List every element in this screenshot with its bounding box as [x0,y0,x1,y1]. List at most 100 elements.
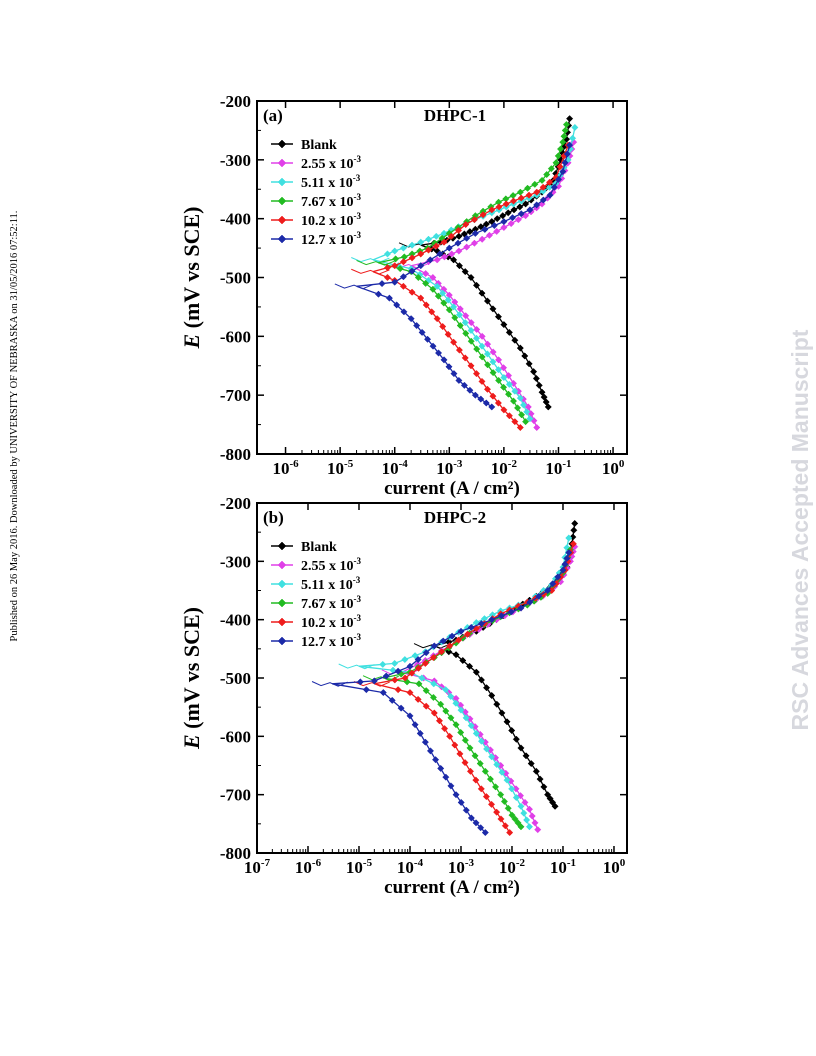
data-point [421,659,429,667]
data-point [523,816,531,824]
data-point [550,183,558,191]
legend-label-exponent: -3 [354,556,362,566]
data-point [397,704,405,712]
data-point [440,299,448,307]
data-point [524,184,532,192]
data-point [466,662,474,670]
x-tick-label: 100 [602,458,625,478]
data-point [516,344,524,352]
data-point [526,206,534,214]
series-7-67 [356,120,571,426]
data-point [505,328,513,336]
legend-label: 2.55 x 10-3 [301,154,361,172]
data-point [500,373,508,382]
data-point [556,163,564,171]
data-point [462,714,470,722]
y-tick-label: -300 [220,151,251,170]
legend-swatch-marker [277,636,287,646]
data-point [539,183,547,191]
y-axis-label-symbol: E [179,334,204,350]
data-point [525,823,534,831]
series-noise-12-7 [334,283,374,290]
data-point [488,691,496,700]
series-noise-7-67 [356,259,395,266]
panel-label: (a) [263,106,283,125]
x-tick-label: 10-2 [491,458,518,478]
data-point [422,649,430,657]
data-point [472,729,480,737]
data-point [521,798,529,806]
data-point [554,573,562,581]
x-tick-label: 10-5 [346,857,373,877]
data-point [461,268,469,276]
data-point [543,170,551,179]
data-point [411,652,419,660]
data-point [512,794,520,802]
data-point [507,608,515,616]
data-point [429,693,438,701]
data-point [502,200,510,208]
data-point [439,637,447,645]
data-point [391,676,399,684]
data-point [566,141,574,149]
data-point [484,340,492,348]
y-axis-label-symbol: E [179,734,204,750]
data-point [500,223,508,232]
data-point [378,280,386,288]
series-12-7 [334,141,574,411]
data-point [522,752,530,760]
data-point [459,656,467,665]
data-point [432,232,440,240]
data-point [486,775,494,783]
data-point [517,604,525,612]
data-point [379,660,387,668]
data-point [399,244,407,252]
data-point [527,760,535,768]
data-point [488,403,496,411]
data-point [467,319,475,327]
data-point [406,662,414,670]
data-point [489,369,497,377]
x-tick-label: 100 [603,857,626,877]
data-point [526,598,534,606]
data-point [482,793,490,801]
data-point [445,648,453,656]
data-point [452,791,460,799]
data-point [571,123,579,132]
y-tick-label: -700 [220,386,251,405]
series-noise-10-2 [351,268,390,275]
data-point [413,321,421,330]
data-point [563,554,571,562]
data-point [534,826,542,834]
data-point [530,368,538,376]
data-point [539,187,547,195]
data-point [532,767,540,775]
data-point [391,247,399,255]
data-point [471,229,479,237]
data-point [461,736,469,744]
data-point [417,238,425,246]
data-point [440,238,448,246]
data-point [493,808,501,816]
legend-label-exponent: -3 [354,613,362,623]
data-point [523,408,531,416]
x-tick-label: 10-4 [382,458,409,478]
data-point [467,326,475,335]
data-point [457,627,465,635]
legend-label: 5.11 x 10-3 [301,575,361,593]
data-point [467,623,475,631]
x-tick-exponent: 0 [619,458,625,470]
y-tick-label: -300 [220,552,251,571]
x-tick-exponent: -3 [465,857,475,869]
data-point [559,168,567,176]
data-point [383,250,392,258]
data-point [500,364,508,372]
data-point [429,342,437,350]
data-point [483,385,492,393]
data-point [571,519,579,527]
data-point [488,206,496,214]
legend-label: Blank [301,138,337,153]
data-point [429,654,438,662]
data-point [514,819,522,827]
